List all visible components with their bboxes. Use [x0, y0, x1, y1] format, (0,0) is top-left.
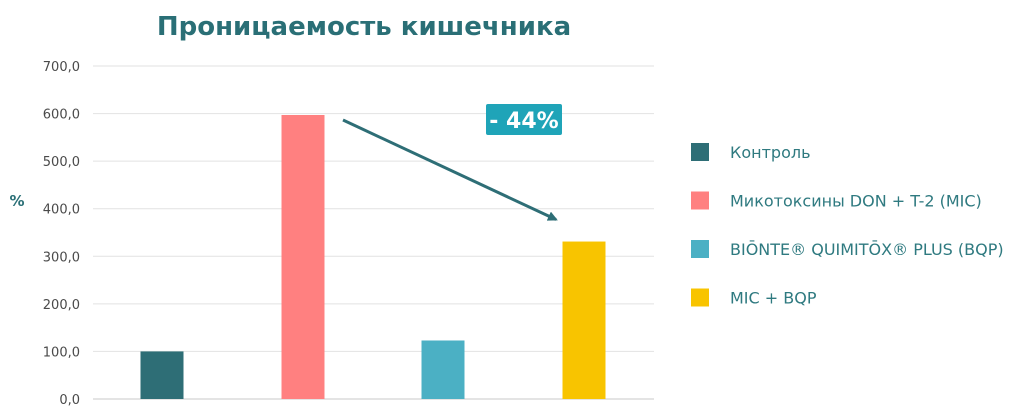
gridlines — [93, 65, 654, 400]
bars — [140, 114, 606, 400]
legend-label: Микотоксины DON + T-2 (MIC) — [730, 192, 982, 211]
y-tick-label: 500,0 — [43, 155, 80, 170]
bar — [421, 340, 465, 399]
reduction-badge — [486, 104, 562, 135]
reduction-label: - 44% — [489, 109, 558, 134]
reduction-annotation: - 44% — [342, 104, 562, 221]
legend-swatch — [691, 143, 709, 161]
chart-title: Проницаемость кишечника — [157, 12, 571, 42]
y-tick-label: 200,0 — [43, 298, 80, 313]
y-tick-label: 400,0 — [43, 203, 80, 218]
y-tick-label: 600,0 — [43, 108, 80, 123]
legend-label: BIŌNTE® QUIMITŌX® PLUS (BQP) — [730, 240, 1004, 259]
y-tick-label: 100,0 — [43, 345, 80, 360]
bar — [281, 114, 325, 400]
reduction-arrow — [342, 118, 558, 221]
bar — [140, 351, 184, 399]
legend-label: MIC + BQP — [730, 289, 817, 308]
legend-label: Контроль — [730, 143, 811, 162]
y-tick-label: 0,0 — [59, 393, 80, 408]
y-tick-label: 700,0 — [43, 60, 80, 75]
legend-swatch — [691, 240, 709, 258]
y-tick-labels: 0,0 100,0 200,0 300,0 400,0 500,0 600,0 700,0 — [43, 60, 80, 408]
bar — [562, 241, 606, 399]
legend-swatch — [691, 191, 709, 210]
legend-swatch — [691, 288, 709, 307]
y-tick-label: 300,0 — [43, 250, 80, 265]
y-axis-label: % — [9, 192, 24, 210]
legend: Контроль Микотоксины DON + T-2 (MIC) BIŌNT… — [691, 143, 1004, 308]
